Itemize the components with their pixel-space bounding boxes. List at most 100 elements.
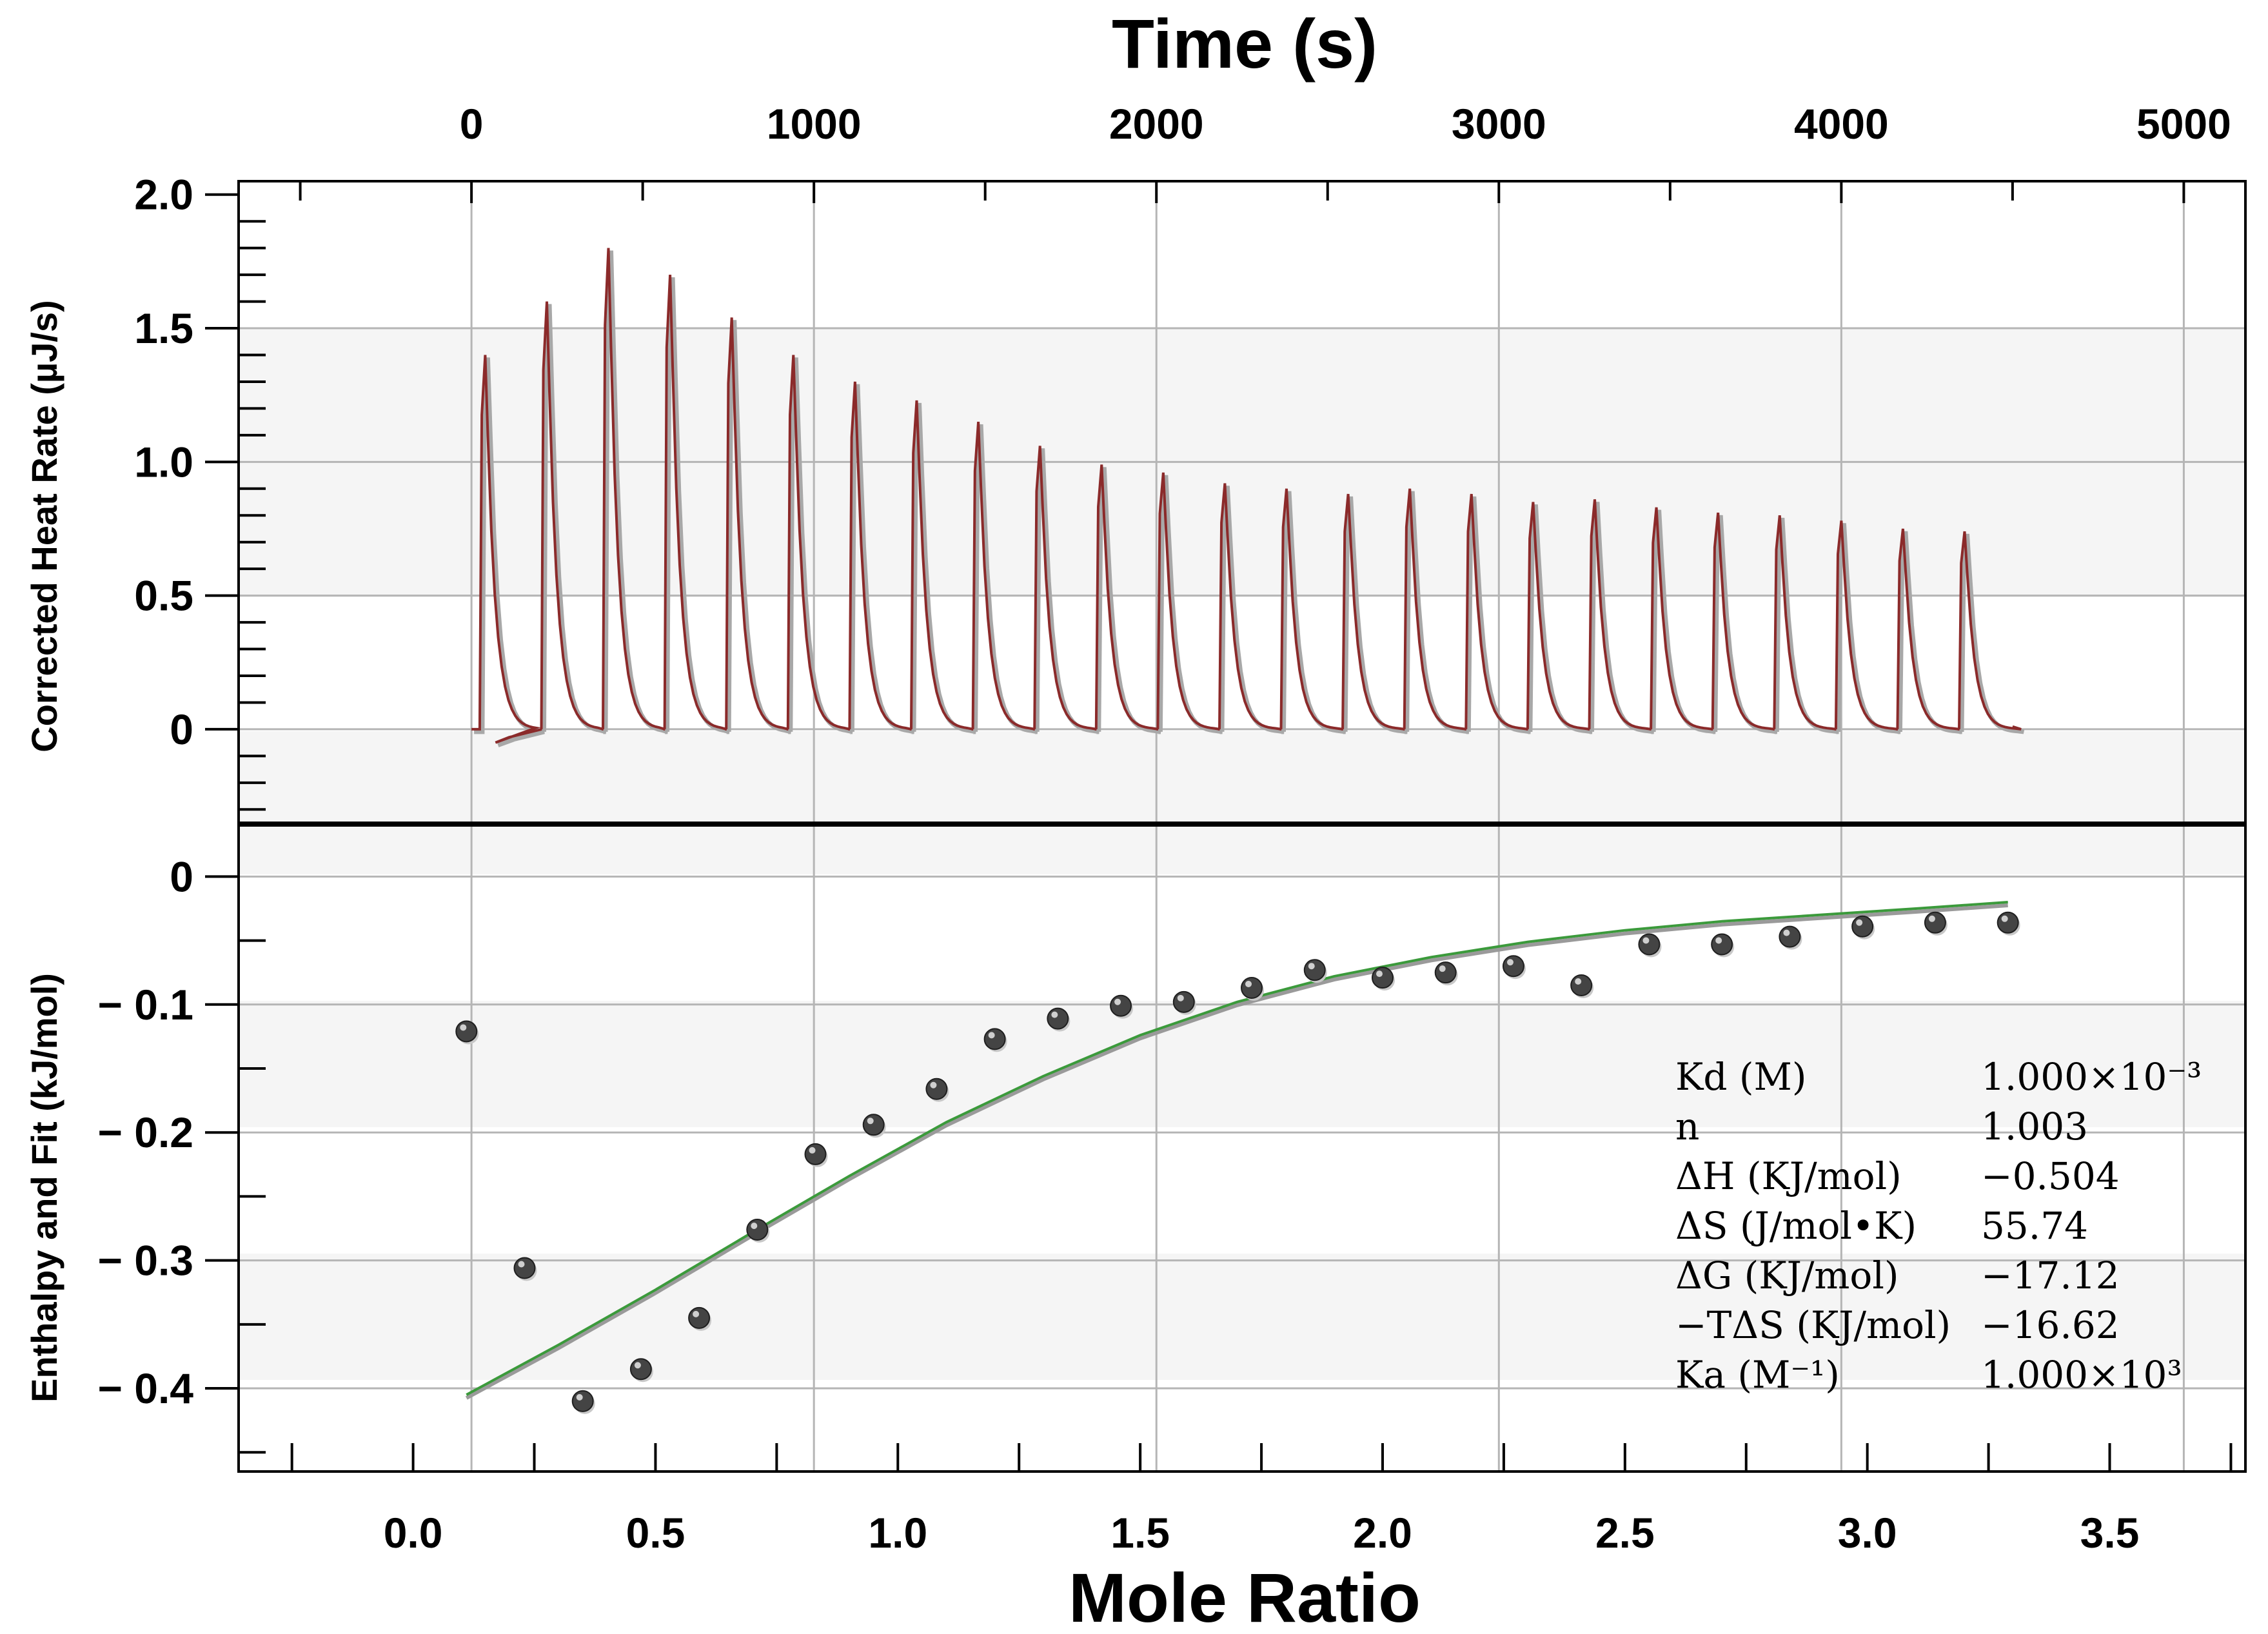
- enthalpy-point: [1570, 974, 1593, 997]
- enthalpy-tick-label: − 0.1: [97, 981, 193, 1029]
- enthalpy-point-highlight: [1856, 919, 1863, 926]
- fit-parameters-table: Kd (M) 1.000×10⁻³ n 1.003 ΔH (KJ/mol) −0…: [1675, 1055, 2202, 1397]
- enthalpy-point: [688, 1306, 711, 1329]
- enthalpy-point-highlight: [1114, 998, 1121, 1005]
- left-axis-ticks: [205, 193, 266, 1454]
- enthalpy-point-highlight: [460, 1024, 467, 1031]
- enthalpy-point-highlight: [1506, 959, 1514, 966]
- bottom-panel-band: [239, 825, 2245, 874]
- bottom-panel-band: [239, 1254, 2245, 1380]
- enthalpy-point: [1638, 933, 1661, 956]
- bottom-axis-ticks: [290, 1443, 2233, 1472]
- param-value: −16.62: [1981, 1303, 2120, 1347]
- enthalpy-tick-label: − 0.4: [97, 1364, 193, 1412]
- enthalpy-point-highlight: [867, 1117, 874, 1125]
- enthalpy-tick-label: − 0.2: [97, 1108, 193, 1156]
- mole-tick-label: 3.0: [1838, 1509, 1897, 1557]
- enthalpy-point: [1434, 961, 1457, 984]
- bottom-panel-band: [239, 1380, 2245, 1472]
- enthalpy-point-highlight: [1783, 929, 1790, 936]
- fit-curve-shadow: [465, 903, 2008, 1400]
- enthalpy-point-highlight: [2001, 915, 2008, 922]
- top-axis-ticks: [299, 181, 2185, 203]
- top-panel-band: [239, 731, 2245, 823]
- time-tick-label: 2000: [1109, 100, 1204, 148]
- enthalpy-point-highlight: [634, 1362, 641, 1369]
- enthalpy-point-highlight: [1245, 980, 1252, 987]
- enthalpy-point-highlight: [751, 1222, 758, 1229]
- top-x-axis-title: Time (s): [1112, 5, 1377, 83]
- mole-tick-label: 0.5: [626, 1509, 685, 1557]
- bottom-x-axis-title: Mole Ratio: [1069, 1559, 1421, 1634]
- bottom-panel-band: [239, 1127, 2245, 1254]
- enthalpy-point-highlight: [1308, 963, 1315, 970]
- param-value: 55.74: [1981, 1204, 2088, 1248]
- top-panel-band: [239, 181, 2245, 329]
- enthalpy-tick-label: 0: [170, 852, 193, 900]
- enthalpy-point-highlight: [809, 1147, 816, 1154]
- enthalpy-point: [455, 1020, 478, 1043]
- enthalpy-point: [1924, 911, 1946, 934]
- param-value: 1.000×10⁻³: [1981, 1055, 2202, 1099]
- param-label: −TΔS (KJ/mol): [1675, 1303, 1951, 1347]
- enthalpy-point-highlight: [1051, 1011, 1058, 1018]
- time-tick-label: 5000: [2136, 100, 2231, 148]
- enthalpy-point-highlight: [1575, 978, 1582, 985]
- enthalpy-point-highlight: [576, 1393, 583, 1401]
- bottom-y-axis-title: Enthalpy and Fit (kJ/mol): [24, 973, 64, 1403]
- enthalpy-point: [862, 1114, 885, 1136]
- mole-tick-label: 0.0: [384, 1509, 443, 1557]
- enthalpy-point-highlight: [930, 1081, 937, 1088]
- enthalpy-points: [455, 911, 2020, 1414]
- bottom-panel-background: [239, 825, 2245, 1472]
- enthalpy-point: [983, 1028, 1006, 1050]
- bottom-panel-band: [239, 1001, 2245, 1127]
- enthalpy-point-highlight: [1928, 915, 1935, 922]
- top-panel-band: [239, 597, 2245, 731]
- fit-curve-line: [466, 901, 2008, 1396]
- enthalpy-point-highlight: [988, 1032, 995, 1039]
- thermogram-trace: [471, 248, 2025, 747]
- enthalpy-point-highlight: [1376, 970, 1383, 978]
- thermogram-shadow: [474, 250, 2025, 747]
- enthalpy-point-highlight: [518, 1261, 525, 1268]
- param-label: Ka (M⁻¹): [1675, 1353, 1840, 1397]
- param-label: ΔH (KJ/mol): [1675, 1154, 1902, 1198]
- enthalpy-point: [571, 1390, 594, 1412]
- enthalpy-point: [925, 1078, 948, 1100]
- enthalpy-point: [804, 1143, 827, 1165]
- mole-tick-label: 1.0: [868, 1509, 927, 1557]
- enthalpy-point: [1110, 994, 1132, 1017]
- thermogram-line: [471, 248, 2022, 744]
- enthalpy-point: [1851, 915, 1874, 938]
- heat-tick-label: 1.0: [134, 438, 193, 486]
- enthalpy-point: [1303, 959, 1326, 981]
- heat-tick-label: 2.0: [134, 171, 193, 219]
- enthalpy-point: [1047, 1007, 1069, 1030]
- param-value: −17.12: [1981, 1254, 2120, 1297]
- enthalpy-point-highlight: [1642, 937, 1650, 944]
- heat-tick-label: 0.5: [134, 572, 193, 620]
- tick-labels: 0 1000 2000 3000 4000 5000 0 0.5 1.0 1.5 2.0 0 − 0.1…: [97, 100, 2231, 1557]
- param-label: ΔS (J/mol•K): [1675, 1204, 1917, 1248]
- top-panel-background: [239, 181, 2245, 823]
- fit-curve: [465, 901, 2008, 1400]
- heat-tick-label: 1.5: [134, 304, 193, 352]
- enthalpy-point: [746, 1218, 769, 1241]
- enthalpy-point-highlight: [1177, 994, 1184, 1001]
- enthalpy-point: [1502, 955, 1524, 978]
- param-label: ΔG (KJ/mol): [1675, 1254, 1899, 1297]
- heat-tick-label: 0: [170, 705, 193, 753]
- enthalpy-point-highlight: [693, 1310, 700, 1317]
- enthalpy-point: [629, 1358, 652, 1381]
- param-value: 1.000×10³: [1981, 1353, 2182, 1397]
- param-value: −0.504: [1981, 1154, 2120, 1198]
- enthalpy-point-highlight: [1439, 965, 1446, 972]
- time-tick-label: 1000: [767, 100, 862, 148]
- enthalpy-point-highlight: [1715, 937, 1722, 944]
- enthalpy-point: [1779, 925, 1801, 948]
- time-tick-label: 4000: [1794, 100, 1889, 148]
- mole-tick-label: 2.0: [1353, 1509, 1412, 1557]
- enthalpy-point: [513, 1257, 536, 1279]
